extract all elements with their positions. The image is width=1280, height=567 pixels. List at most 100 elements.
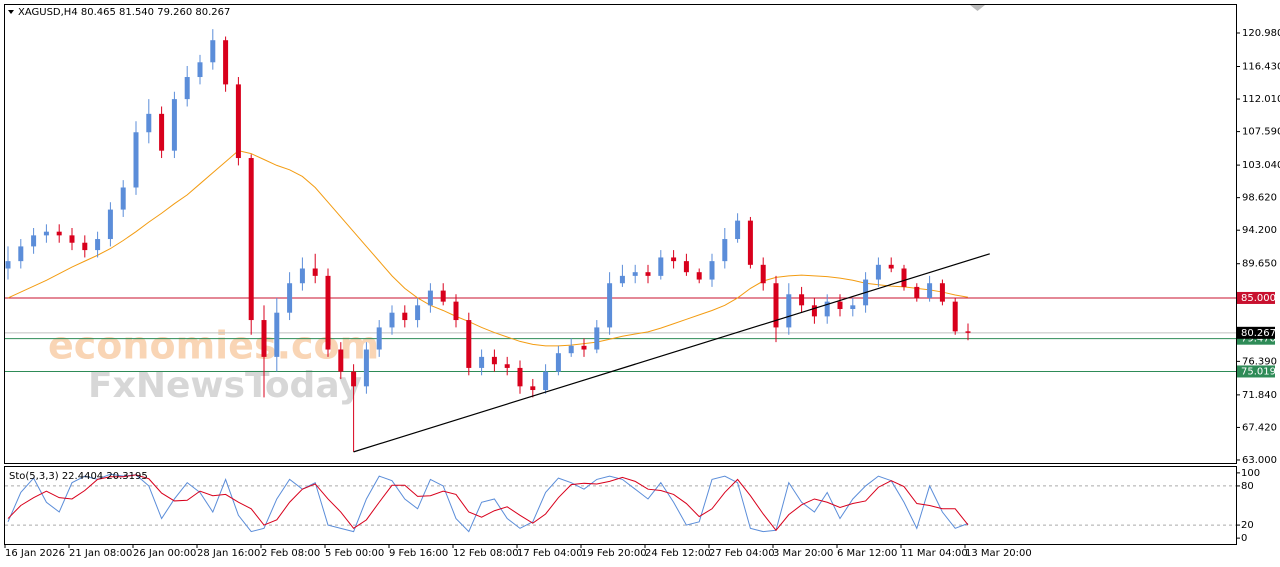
candle-body [223, 40, 229, 85]
candle-body [338, 349, 344, 372]
moving-average [7, 150, 969, 347]
watermark: economies.com [48, 324, 379, 368]
candle-body [312, 268, 318, 276]
y-tick-label: 71.840 [1242, 390, 1277, 401]
candle-body [952, 301, 958, 332]
level-label: 79.470 [1241, 334, 1276, 345]
candle-body [824, 301, 830, 317]
candle-body [594, 327, 600, 350]
candle-body [479, 356, 485, 368]
candle-body [504, 364, 510, 368]
candle-body [171, 99, 177, 151]
x-tick-label: 28 Jan 16:00 [197, 548, 260, 559]
candle-body [210, 40, 216, 63]
x-tick-label: 6 Mar 12:00 [837, 548, 897, 559]
candle-body [146, 113, 152, 133]
main-panel [4, 4, 1237, 464]
y-tick-label: 63.000 [1242, 455, 1277, 466]
candle-body [735, 220, 741, 240]
y-tick-label: 107.590 [1242, 127, 1280, 138]
candle-body [709, 261, 715, 280]
candle-body [299, 268, 305, 284]
x-tick-label: 26 Jan 00:00 [133, 548, 196, 559]
trendline [353, 253, 990, 453]
candle-body [747, 220, 753, 265]
level-label-box [1237, 291, 1275, 304]
candle-body [939, 283, 945, 302]
candle-body [235, 84, 241, 159]
candle-body [159, 113, 165, 151]
candle-body [31, 235, 37, 247]
candle-body [927, 283, 933, 298]
stochastic-panel [4, 466, 1237, 545]
candle-body [607, 283, 613, 328]
candle-body [581, 345, 587, 350]
candle-body [466, 320, 472, 368]
candle-body [645, 272, 651, 276]
candle-body [274, 312, 280, 357]
y-tick-label: 120.980 [1242, 28, 1280, 39]
candle-body [658, 257, 664, 276]
candle-body [543, 371, 549, 391]
candle-body [760, 264, 766, 284]
candle-body [568, 345, 574, 354]
candle-body [875, 264, 881, 280]
candle-body [850, 305, 856, 310]
candle-body [901, 268, 907, 287]
candle-body [69, 235, 75, 243]
x-tick-label: 27 Feb 04:00 [709, 548, 775, 559]
candle-body [363, 349, 369, 387]
x-tick-label: 12 Feb 08:00 [453, 548, 519, 559]
y-tick-label: 0 [1241, 533, 1247, 544]
candle-body [722, 239, 728, 262]
candle-body [530, 386, 536, 391]
candle-body [888, 264, 894, 269]
y-tick-label: 100 [1241, 468, 1260, 479]
candle-body [786, 294, 792, 328]
candle-body [107, 209, 113, 240]
candle-body [965, 331, 971, 333]
candle-body [351, 371, 357, 387]
x-tick-label: 5 Feb 00:00 [325, 548, 384, 559]
x-tick-label: 11 Mar 04:00 [901, 548, 968, 559]
y-tick-label: 76.390 [1242, 356, 1277, 367]
candle-body [555, 353, 561, 372]
x-tick-label: 2 Feb 08:00 [261, 548, 320, 559]
candle-body [120, 187, 126, 210]
y-tick-label: 98.620 [1242, 193, 1277, 204]
x-tick-label: 21 Jan 08:00 [69, 548, 132, 559]
y-tick-label: 112.010 [1242, 94, 1280, 105]
candle-body [56, 231, 62, 236]
x-tick-label: 3 Mar 20:00 [773, 548, 833, 559]
candle-body [133, 132, 139, 188]
candle-body [517, 367, 523, 387]
candle-body [197, 62, 203, 78]
y-tick-label: 80 [1241, 481, 1254, 492]
candle-body [95, 239, 101, 251]
y-tick-label: 20 [1241, 520, 1254, 531]
candle-body [453, 301, 459, 321]
level-label-box [1237, 365, 1275, 378]
candle-body [440, 290, 446, 302]
candle-body [837, 301, 843, 310]
candle-body [491, 356, 497, 365]
x-tick-label: 16 Jan 2026 [5, 548, 65, 559]
y-tick-label: 94.200 [1242, 225, 1277, 236]
candle-body [287, 283, 293, 313]
candle-body [5, 261, 11, 269]
stochastic-title: Sto(5,3,3) 22.4404 20.3195 [9, 471, 148, 482]
stochastic-line [7, 474, 969, 532]
x-tick-label: 13 Mar 20:00 [965, 548, 1032, 559]
candle-body [683, 261, 689, 273]
candle-body [248, 158, 254, 321]
candle-body [184, 77, 190, 100]
candle-body [376, 327, 382, 350]
y-tick-label: 67.420 [1242, 422, 1277, 433]
current-price-box [1237, 326, 1275, 339]
candle-body [632, 272, 638, 276]
candle-body [18, 246, 24, 262]
candle-body [415, 305, 421, 321]
y-tick-label: 116.430 [1242, 61, 1280, 72]
